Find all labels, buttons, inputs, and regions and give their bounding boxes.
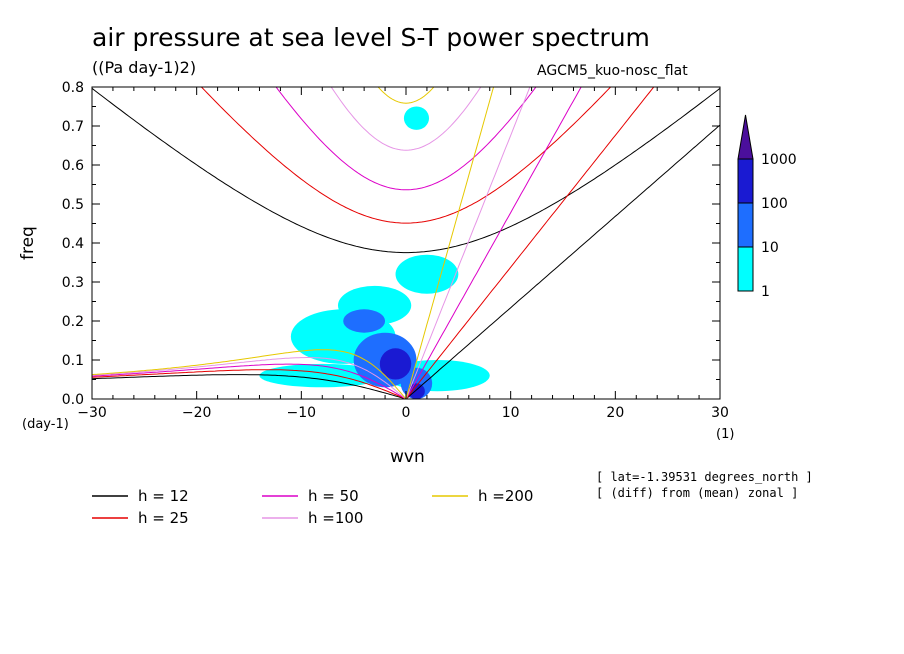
curve-h200-rossby [92,349,407,399]
x-tick-label: −30 [77,405,107,421]
legend-label: h =100 [308,509,363,527]
axes: −30 −20 −10 0 10 20 30 0.0 0.1 0.2 0.3 0.4 0.5 0.6 0.7… [62,80,729,421]
curve-h25-rossby [92,369,407,399]
curve-h25-kelvin [405,87,655,399]
y-tick-label: 0.7 [62,119,84,135]
y-tick-label: 0.1 [62,353,84,369]
curve-h50-kelvin [405,87,582,399]
y-tick-label: 0.0 [62,392,84,408]
y-tick-label: 0.4 [62,236,84,252]
x-tick-label: 0 [402,405,411,421]
curve-h100-kelvin [405,87,531,399]
colorbar-segment [737,158,754,204]
colorbar-segment [737,202,754,248]
x-tick-label: −20 [182,405,212,421]
curve-h200-gravity [377,87,435,104]
y-axis-unit: (day-1) [22,417,69,432]
curve-h25-gravity [200,87,612,224]
curve-h100-gravity [330,87,482,151]
x-tick-label: 10 [502,405,520,421]
colorbar-extension [737,114,754,160]
colorbar-label: 1 [761,284,770,300]
colorbar-segment [737,246,754,292]
power-region [403,106,430,130]
chart-units: ((Pa day-1)2) [92,58,197,77]
curve-h50-rossby [92,363,407,399]
power-region [343,309,386,333]
legend-label: h = 12 [138,487,189,505]
x-tick-label: −10 [287,405,317,421]
curve-h100-rossby [92,357,407,399]
x-tick-label: 30 [711,405,729,421]
colorbar-label: 100 [761,196,788,212]
latitude-note: [ lat=-1.39531 degrees_north ] [596,470,813,484]
power-region [379,348,412,380]
power-region [395,254,459,294]
y-tick-label: 0.2 [62,314,84,330]
curve-h50-gravity [275,87,537,191]
legend-label: h = 25 [138,509,189,527]
diff-note: [ (diff) from (mean) zonal ] [596,486,799,500]
legend-label: h =200 [478,487,533,505]
power-shading [259,106,490,399]
curve-legend: h = 12 h = 25 h = 50 h =100 h =200 [92,487,533,527]
x-axis-label: wvn [390,447,425,467]
curve-h12-gravity [92,87,720,254]
y-tick-label: 0.5 [62,197,84,213]
colorbar: 1 10 100 1000 [737,114,797,300]
legend-label: h = 50 [308,487,359,505]
x-tick-label: 20 [606,405,624,421]
curve-h12-rossby [92,374,407,399]
dispersion-curves [92,87,720,399]
y-tick-label: 0.8 [62,80,84,96]
x-axis-unit: (1) [716,427,735,442]
colorbar-label: 10 [761,240,779,256]
model-name: AGCM5_kuo-nosc_flat [537,63,688,79]
curve-h12-kelvin [405,124,720,399]
colorbar-label: 1000 [761,152,797,168]
y-tick-label: 0.6 [62,158,84,174]
y-tick-label: 0.3 [62,275,84,291]
curve-h200-kelvin [405,87,495,399]
chart-title: air pressure at sea level S-T power spec… [92,23,650,52]
